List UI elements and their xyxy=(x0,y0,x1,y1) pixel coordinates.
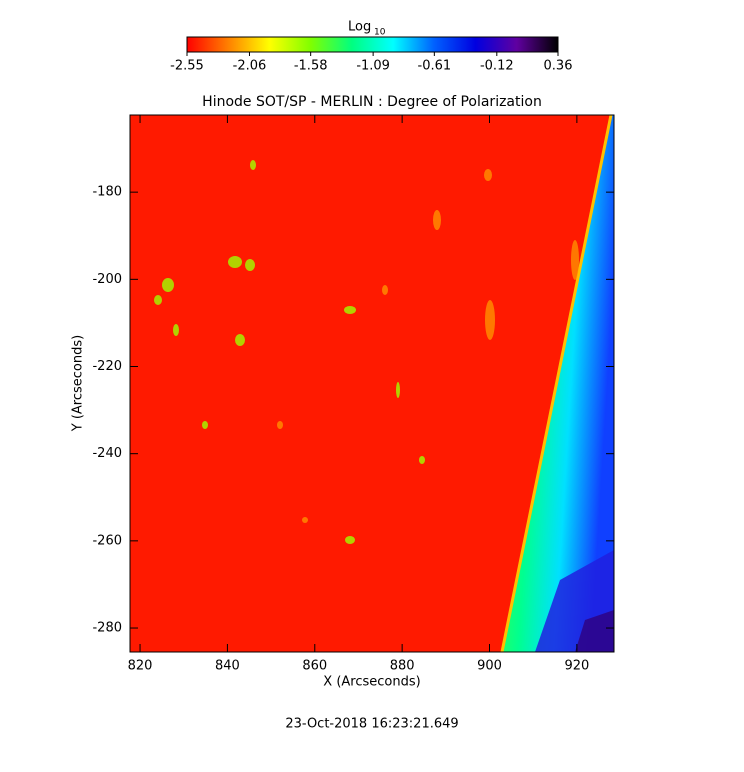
plot-frame xyxy=(129,114,615,653)
x-tick-label: 920 xyxy=(564,659,589,674)
colorbar-tick-label: -2.55 xyxy=(170,59,204,74)
colorbar-tick-label: 0.36 xyxy=(544,59,573,74)
colorbar-label-subscript: 10 xyxy=(374,28,386,38)
colorbar-tick-label: -0.12 xyxy=(480,59,514,74)
y-tick-label: -260 xyxy=(92,533,122,548)
colorbar-tick-label: -0.61 xyxy=(418,59,452,74)
y-tick-label: -180 xyxy=(92,185,122,200)
x-tick-label: 860 xyxy=(302,659,327,674)
colorbar-tick-label: -1.58 xyxy=(294,59,328,74)
timestamp: 23-Oct-2018 16:23:21.649 xyxy=(285,717,458,732)
solar-image xyxy=(130,114,614,653)
x-tick-label: 820 xyxy=(128,659,153,674)
colorbar xyxy=(186,36,559,53)
y-tick-label: -220 xyxy=(92,359,122,374)
colorbar-label: Log xyxy=(348,20,371,35)
y-axis-label: Y (Arcseconds) xyxy=(71,335,86,432)
y-tick-label: -280 xyxy=(92,621,122,636)
y-tick-label: -200 xyxy=(92,272,122,287)
x-tick-label: 880 xyxy=(390,659,415,674)
chart-title: Hinode SOT/SP - MERLIN : Degree of Polar… xyxy=(202,94,542,110)
y-tick-label: -240 xyxy=(92,446,122,461)
colorbar-tick-label: -1.09 xyxy=(356,59,390,74)
x-tick-label: 900 xyxy=(477,659,502,674)
x-tick-label: 840 xyxy=(215,659,240,674)
colorbar-tick-label: -2.06 xyxy=(233,59,267,74)
x-axis-label: X (Arcseconds) xyxy=(323,675,420,690)
